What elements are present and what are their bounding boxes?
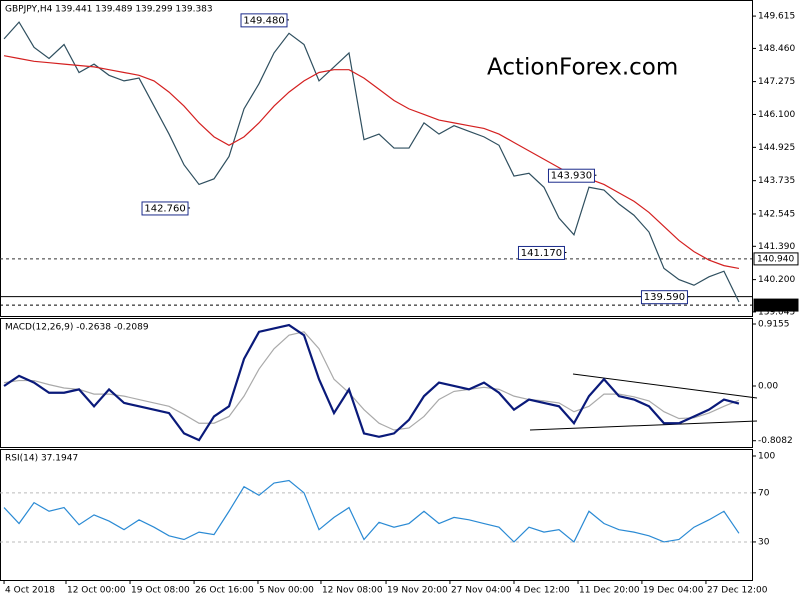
series-line [3,21,740,303]
x-tick-label: 12 Oct 00:00 [67,586,126,596]
annotation-box [240,13,288,28]
y-tick-label: 143.735 [758,176,795,186]
panel-frame [0,318,753,448]
x-tick-label: 4 Oct 2018 [5,586,55,596]
y-tick-label: 146.100 [758,110,795,120]
x-tick-label: 12 Nov 08:00 [322,586,383,596]
y-tick-label: 140.200 [758,275,795,285]
y-tick-label: 0.00 [758,381,778,391]
panel-frame [0,0,753,317]
panel-frame [0,449,753,581]
x-tick-label: 19 Nov 20:00 [387,586,448,596]
y-tick-label: -0.8082 [758,436,793,446]
price-label-box [753,252,799,266]
y-tick-label: 70 [758,488,770,498]
y-tick-label: 147.275 [758,77,795,87]
price-label-box [753,298,799,312]
x-tick-label: 26 Oct 16:00 [195,586,254,596]
annotation-label: 141.170 [521,248,562,259]
y-tick-label: 139.045 [758,307,795,317]
series-line [3,323,740,442]
x-tick-label: 5 Nov 00:00 [259,586,314,596]
annotation-box [547,168,595,183]
y-tick-label: 149.615 [758,12,795,22]
y-tick-label: 144.925 [758,143,795,153]
y-tick-label: 142.545 [758,209,795,219]
y-tick-label: 148.460 [758,44,795,54]
annotation-box [517,245,565,260]
series-line [3,55,740,270]
price-label: 140.940 [757,254,794,264]
annotation-box [640,290,688,305]
x-tick-label: 11 Dec 20:00 [579,586,640,596]
y-tick-label: 0.9155 [758,319,790,329]
panel-title: RSI(14) 37.1947 [5,454,78,464]
x-tick-label: 19 Dec 04:00 [643,586,704,596]
panel-title: GBPJPY,H4 139.441 139.489 139.299 139.38… [5,5,213,15]
series-line [3,479,740,543]
annotation-label: 142.760 [144,203,185,214]
macd-trendline [529,420,758,431]
y-tick-label: 30 [758,537,770,547]
x-tick-label: 19 Oct 08:00 [131,586,190,596]
panel-title: MACD(12,26,9) -0.2638 -0.2089 [5,323,149,333]
y-tick-label: 100 [758,451,775,461]
price-label: 139.290 [757,301,794,311]
x-tick-label: 4 Dec 12:00 [515,586,570,596]
x-tick-label: 27 Nov 04:00 [451,586,512,596]
x-tick-label: 27 Dec 12:00 [707,586,768,596]
annotation-label: 149.480 [243,15,284,26]
annotation-label: 143.930 [551,171,592,182]
annotation-label: 139.590 [644,292,685,303]
annotation-box [141,201,189,216]
watermark: ActionForex.com [487,55,678,81]
y-tick-label: 141.390 [758,242,795,252]
